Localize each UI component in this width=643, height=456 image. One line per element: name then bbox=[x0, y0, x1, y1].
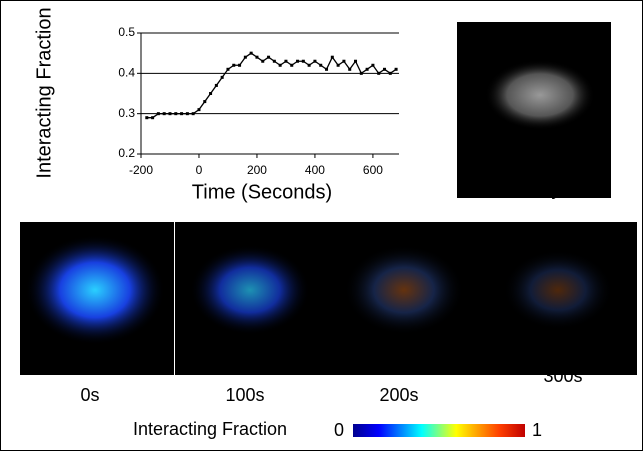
data-point bbox=[325, 67, 329, 71]
data-point bbox=[388, 71, 392, 75]
data-point bbox=[342, 59, 346, 63]
y-tick-label: 0.4 bbox=[118, 66, 135, 80]
data-point bbox=[313, 59, 317, 63]
panels: 0s 100s 200s 300s bbox=[20, 222, 637, 405]
frame-label: 0s bbox=[80, 385, 99, 405]
x-tick-label: 400 bbox=[305, 163, 325, 177]
data-point bbox=[348, 67, 352, 71]
heatmap-cell bbox=[344, 245, 464, 335]
data-point bbox=[267, 55, 271, 59]
frame-label: 200s bbox=[379, 385, 418, 405]
data-point bbox=[354, 59, 358, 63]
data-point bbox=[151, 116, 155, 120]
data-point bbox=[359, 71, 363, 75]
heatmap-cell bbox=[190, 245, 310, 335]
data-point bbox=[278, 63, 282, 67]
data-point bbox=[284, 59, 288, 63]
cell bbox=[485, 60, 595, 130]
data-point bbox=[156, 112, 160, 116]
y-tick-label: 0.2 bbox=[118, 146, 135, 160]
data-point bbox=[296, 59, 300, 63]
data-point bbox=[191, 112, 195, 116]
data-point bbox=[255, 55, 259, 59]
data-point bbox=[238, 63, 242, 67]
x-tick-label: 0 bbox=[196, 163, 203, 177]
data-point bbox=[371, 63, 375, 67]
colorbar-label: Interacting Fraction bbox=[133, 419, 287, 439]
data-point bbox=[209, 92, 213, 95]
data-point bbox=[394, 67, 398, 71]
data-point bbox=[180, 112, 184, 116]
data-point bbox=[307, 63, 311, 67]
image-label: Intensity bbox=[493, 179, 560, 199]
data-point bbox=[226, 67, 230, 71]
heatmap-cell bbox=[503, 250, 613, 330]
data-point bbox=[336, 63, 340, 67]
data-point bbox=[243, 55, 247, 59]
data-point bbox=[185, 112, 189, 116]
data-point bbox=[220, 75, 224, 79]
data-point bbox=[168, 112, 172, 116]
heatmap-cell bbox=[25, 235, 165, 345]
colorbar bbox=[353, 424, 525, 437]
data-point bbox=[377, 71, 381, 75]
colorbar-min: 0 bbox=[334, 420, 344, 440]
data-point bbox=[162, 112, 166, 116]
data-point bbox=[365, 67, 369, 71]
data-point bbox=[145, 116, 149, 120]
data-point bbox=[261, 59, 265, 63]
data-point bbox=[290, 63, 294, 67]
data-point bbox=[383, 67, 387, 71]
data-point bbox=[272, 59, 276, 63]
data-point bbox=[214, 83, 218, 87]
data-point bbox=[232, 63, 236, 67]
data-point bbox=[197, 108, 201, 112]
frame-label: 300s bbox=[543, 366, 582, 386]
frame-label: 100s bbox=[225, 385, 264, 405]
x-tick-label: -200 bbox=[129, 163, 153, 177]
y-axis-label: Interacting Fraction bbox=[33, 7, 55, 178]
colorbar-max: 1 bbox=[532, 420, 542, 440]
data-point bbox=[301, 59, 305, 63]
data-point bbox=[330, 55, 334, 59]
y-tick-label: 0.3 bbox=[118, 106, 135, 120]
data-point bbox=[174, 112, 178, 116]
data-point bbox=[319, 63, 323, 67]
x-tick-label: 200 bbox=[247, 163, 267, 177]
y-tick-label: 0.5 bbox=[118, 25, 135, 39]
x-axis-label: Time (Seconds) bbox=[192, 181, 332, 203]
data-point bbox=[203, 100, 207, 104]
data-point bbox=[249, 51, 253, 55]
x-tick-label: 600 bbox=[363, 163, 383, 177]
